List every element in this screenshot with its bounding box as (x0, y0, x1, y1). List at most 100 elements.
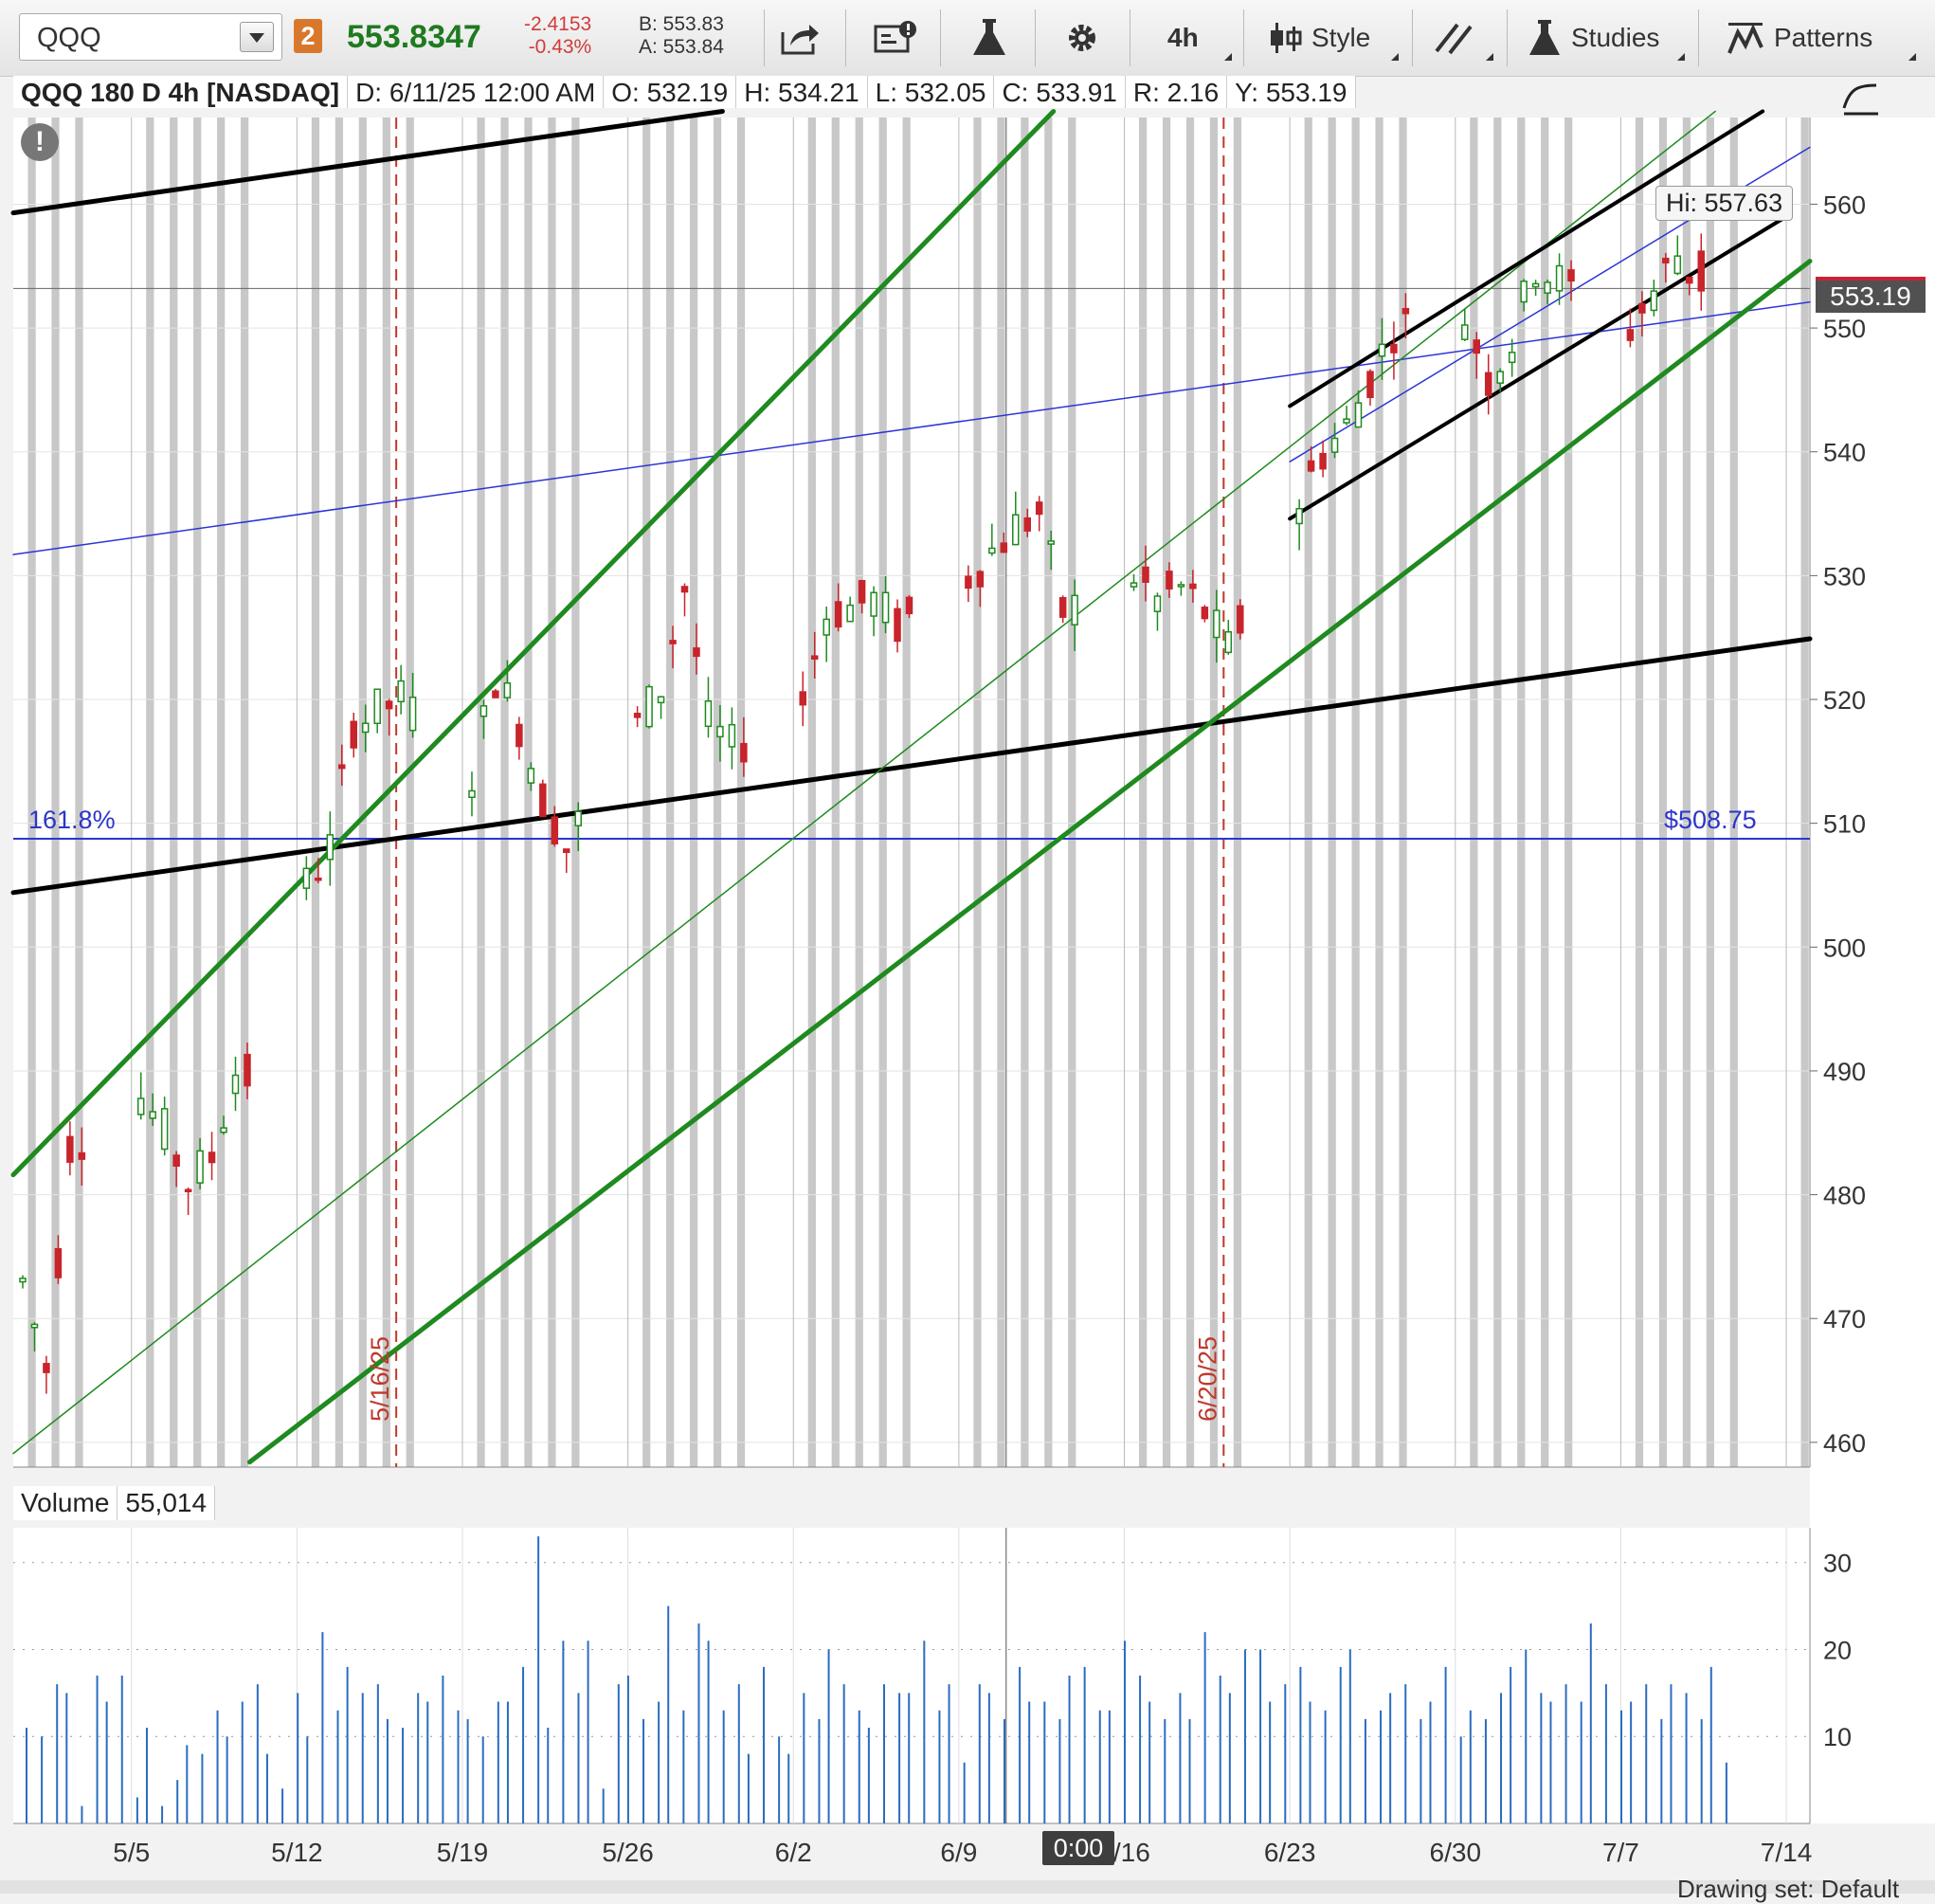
up-candle (160, 1108, 169, 1151)
after-hours-band (548, 118, 556, 1467)
after-hours-band (477, 118, 485, 1467)
after-hours-band (217, 118, 226, 1467)
up-candle (1673, 255, 1682, 275)
after-hours-band (500, 118, 509, 1467)
style-button[interactable]: Style (1270, 15, 1370, 61)
percent-change: -0.43% (528, 36, 592, 58)
up-candle (1531, 282, 1540, 288)
date-tick-label: 6/30 (1430, 1838, 1482, 1867)
bar-range: R: 2.16 (1126, 76, 1228, 108)
toolbar-divider (1698, 9, 1699, 66)
toolbar-divider (1243, 9, 1244, 66)
lower-trendline (10, 636, 1813, 896)
patterns-button[interactable]: Patterns (1727, 15, 1872, 61)
up-candle (1555, 264, 1564, 292)
after-hours-band (51, 118, 60, 1467)
down-candle (1626, 329, 1635, 341)
up-candle (1520, 281, 1528, 303)
up-candle (1343, 418, 1350, 424)
curve-tool-icon (1842, 83, 1878, 116)
warning-icon[interactable]: ! (21, 123, 59, 161)
up-candle (870, 591, 877, 617)
after-hours-band (1564, 118, 1573, 1467)
chart-area[interactable]: 460 470 480 490 500 510 520 530 540 550 560 10 20 30 5… (0, 76, 1935, 1894)
after-hours-band (1328, 118, 1336, 1467)
style-label: Style (1311, 23, 1371, 52)
down-candle (693, 647, 700, 658)
down-candle (338, 764, 346, 770)
down-candle (1307, 460, 1315, 472)
link-group-badge[interactable]: 2 (294, 19, 322, 53)
interval-button[interactable]: 4h (1167, 15, 1199, 61)
y-value: Y: 553.19 (1227, 76, 1356, 108)
after-hours-band (1351, 118, 1360, 1467)
up-candle (231, 1074, 240, 1095)
volume-tick-label: 10 (1823, 1723, 1852, 1751)
up-candle (149, 1111, 156, 1119)
after-hours-band (1635, 118, 1644, 1467)
date-tick-label: 6/2 (775, 1838, 812, 1867)
up-candle (1071, 594, 1078, 626)
chart-svg[interactable]: 460 470 480 490 500 510 520 530 540 550 560 10 20 30 5… (0, 76, 1935, 1894)
drawing-set-label[interactable]: Drawing set: Default (1677, 1875, 1900, 1903)
green-channel-upper (10, 108, 1057, 1178)
up-candle (704, 699, 713, 728)
expand-chart-button[interactable] (1829, 76, 1886, 124)
down-candle (315, 877, 322, 881)
after-hours-band (406, 118, 414, 1467)
after-hours-band (878, 118, 887, 1467)
after-hours-band (1138, 118, 1148, 1467)
horizontal-scrollbar[interactable] (0, 1880, 1935, 1894)
up-candle (1378, 343, 1386, 357)
bar-high: H: 534.21 (736, 76, 868, 108)
drawings-button[interactable] (1433, 15, 1474, 61)
toolbar-divider (845, 9, 846, 66)
down-candle (244, 1053, 251, 1087)
studies-button[interactable]: Studies (1528, 15, 1659, 61)
symbol-dropdown-button[interactable] (240, 22, 274, 52)
date-tick-label: 7/14 (1761, 1838, 1813, 1867)
quick-info-button[interactable] (874, 15, 917, 61)
studies-label: Studies (1571, 23, 1660, 52)
up-candle (657, 696, 665, 704)
up-candle (397, 680, 405, 703)
down-candle (894, 607, 901, 643)
after-hours-band (311, 118, 320, 1467)
down-candle (66, 1135, 74, 1163)
high-bubble: Hi: 557.63 (1655, 186, 1794, 221)
trend-lines[interactable] (10, 108, 1813, 1467)
toolbar-divider (764, 9, 765, 66)
down-candle (208, 1151, 216, 1164)
interval-label: 4h (1167, 23, 1199, 52)
share-button[interactable] (779, 15, 821, 61)
down-candle (858, 580, 866, 604)
price-tick-label: 480 (1823, 1182, 1866, 1210)
up-candle (527, 768, 535, 784)
down-candle (551, 816, 559, 845)
after-hours-band (170, 118, 178, 1467)
after-hours-band (1682, 118, 1691, 1467)
up-candle (1461, 324, 1469, 340)
down-candle (1023, 517, 1031, 532)
mini-channel-upper (1288, 109, 1765, 408)
volume-bars (26, 1536, 1727, 1823)
down-candle (1058, 597, 1067, 618)
symbol-input[interactable]: QQQ (37, 23, 101, 53)
after-hours-band (1493, 118, 1502, 1467)
after-hours-band (1209, 118, 1219, 1467)
settings-button[interactable] (1063, 15, 1101, 61)
after-hours-band (1304, 118, 1312, 1467)
flask-button[interactable] (970, 15, 1008, 61)
up-candle (1153, 595, 1162, 612)
chart-title: QQQ 180 D 4h [NASDAQ] (13, 76, 349, 108)
symbol-selector[interactable]: QQQ (19, 13, 282, 61)
after-hours-band (831, 118, 840, 1467)
price-tick-label: 550 (1823, 315, 1866, 343)
down-candle (1686, 276, 1693, 284)
chart-header: QQQ 180 D 4h [NASDAQ] D: 6/11/25 12:00 A… (13, 76, 1356, 108)
after-hours-band (1470, 118, 1478, 1467)
up-candle (220, 1127, 227, 1133)
down-candle (1319, 452, 1327, 470)
current-price-tag: 553.19 (1816, 277, 1926, 313)
volume-value: 55,014 (118, 1486, 216, 1520)
